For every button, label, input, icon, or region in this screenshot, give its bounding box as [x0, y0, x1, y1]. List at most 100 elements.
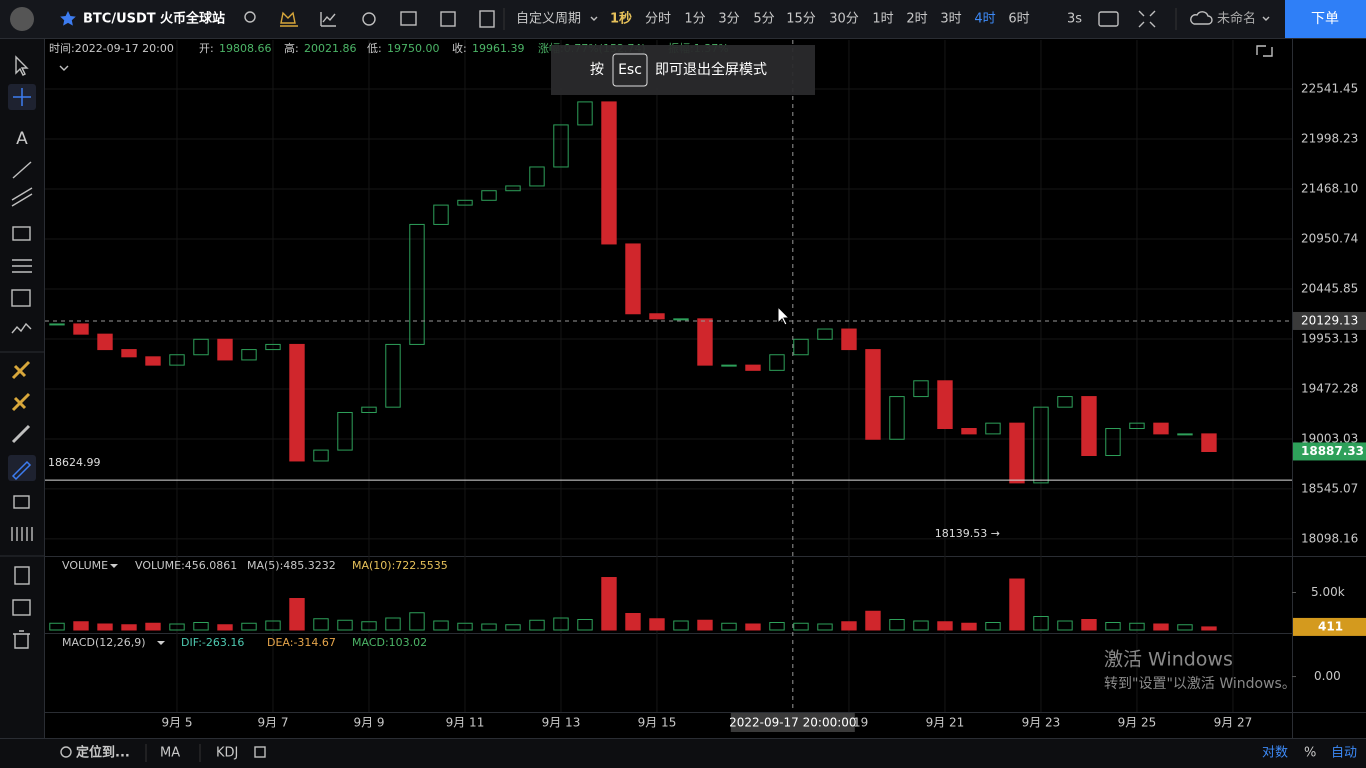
candle: [505, 185, 521, 192]
period-option[interactable]: 2时: [906, 12, 927, 27]
period-option[interactable]: 15分: [786, 12, 816, 27]
logo[interactable]: [10, 7, 34, 31]
percent-toggle[interactable]: %: [1304, 746, 1316, 761]
lock-tool[interactable]: [11, 392, 31, 412]
pattern-tool[interactable]: [11, 289, 31, 307]
volume-bar: [793, 622, 809, 631]
volume-bar: [1033, 616, 1049, 631]
volume-bar: [529, 619, 545, 631]
period-option[interactable]: 1分: [684, 12, 705, 27]
crosshair-tool[interactable]: [13, 88, 31, 106]
current-volume-label: 411: [1318, 619, 1343, 633]
candle: [937, 380, 953, 430]
candle: [481, 190, 497, 201]
period-option[interactable]: 6时: [1008, 12, 1029, 27]
magnet-tool[interactable]: [11, 360, 31, 380]
order-button-label[interactable]: 下单: [1311, 11, 1339, 27]
symbol[interactable]: BTC/USDT: [83, 12, 156, 27]
volume-ma10: MA(10):722.5535: [352, 559, 448, 572]
maximize-icon[interactable]: [1256, 45, 1273, 57]
volume-tick-label: 5.00k: [1311, 585, 1345, 599]
collapse-arrow[interactable]: [59, 65, 69, 71]
settings-icon[interactable]: [362, 12, 376, 26]
period-option[interactable]: 1秒: [610, 11, 632, 27]
candle: [865, 349, 881, 440]
indicator-ma[interactable]: MA: [160, 746, 180, 761]
volume-bar: [313, 618, 329, 631]
log-toggle[interactable]: 对数: [1262, 746, 1288, 761]
wave-tool[interactable]: [11, 322, 32, 334]
volume-bar: [217, 624, 233, 631]
info-time: 时间:2022-09-17 20:00: [49, 42, 174, 55]
crosshair-price-box: [1293, 311, 1366, 330]
low-marker: 18139.53 →: [935, 527, 1000, 540]
edit-tool[interactable]: [12, 599, 31, 616]
template-icon[interactable]: [400, 11, 417, 26]
text-tool[interactable]: A: [16, 129, 28, 149]
watermark-subtitle: 转到"设置"以激活 Windows。: [1104, 675, 1296, 692]
volume-name[interactable]: VOLUME: [62, 559, 108, 572]
shape-tool[interactable]: [12, 226, 31, 241]
auto-toggle[interactable]: 自动: [1331, 746, 1357, 761]
y-tick-label: 19472.28: [1301, 381, 1358, 395]
bookmark-tool[interactable]: [14, 566, 30, 585]
delete-tool[interactable]: [13, 630, 30, 649]
period-option[interactable]: 5分: [753, 12, 774, 27]
exchange[interactable]: 火币全球站: [160, 11, 225, 27]
volume-bar: [745, 623, 761, 631]
period-option[interactable]: 1时: [872, 12, 893, 27]
channel-tool[interactable]: [11, 187, 33, 207]
macd-value: MACD:103.02: [352, 636, 427, 649]
candle: [49, 323, 65, 326]
favorite-icon[interactable]: [60, 11, 76, 26]
layout-name[interactable]: 未命名: [1217, 11, 1256, 27]
ruler-tool[interactable]: [11, 424, 31, 444]
custom-period[interactable]: 自定义周期: [516, 12, 581, 27]
split-icon[interactable]: [479, 10, 495, 28]
fib-tool[interactable]: [12, 259, 32, 273]
volume-value: VOLUME:456.0861: [135, 559, 237, 572]
volume-ma5: MA(5):485.3232: [247, 559, 336, 572]
toast-prefix: 按: [590, 62, 604, 78]
watermark-title: 激活 Windows: [1104, 649, 1233, 671]
bars-tool[interactable]: [11, 527, 33, 541]
candle: [673, 318, 689, 321]
period-option[interactable]: 分时: [645, 12, 671, 27]
period-option[interactable]: 30分: [829, 12, 859, 27]
order-button[interactable]: [1285, 0, 1366, 38]
crosshair-time-box: [730, 713, 855, 732]
crown-icon[interactable]: [280, 11, 298, 27]
locate-button[interactable]: 定位到...: [75, 745, 130, 761]
candle: [289, 343, 305, 462]
macd-name[interactable]: MACD(12,26,9): [62, 636, 146, 649]
dropdown-arrow[interactable]: [110, 564, 118, 568]
line-tool[interactable]: [12, 161, 32, 179]
refresh-rate[interactable]: 3s: [1067, 12, 1082, 27]
candle: [793, 338, 809, 356]
current-volume-box: [1293, 617, 1366, 636]
dropdown-arrow[interactable]: [157, 641, 165, 645]
search-icon[interactable]: [244, 11, 256, 23]
period-option[interactable]: 4时: [974, 12, 995, 27]
cursor-tool[interactable]: [15, 55, 29, 76]
layout-icon[interactable]: [440, 11, 456, 27]
edit-indicator-icon[interactable]: [254, 746, 266, 758]
volume-bar: [577, 619, 593, 631]
cloud-icon[interactable]: [1190, 11, 1213, 25]
indicator-kdj[interactable]: KDJ: [216, 746, 238, 761]
camera-icon[interactable]: [1098, 11, 1119, 27]
indicator-icon[interactable]: [320, 12, 336, 27]
candle: [913, 380, 929, 398]
info-close: 19961.39: [472, 42, 525, 55]
locate-icon[interactable]: [60, 746, 72, 758]
brush-tool[interactable]: [11, 460, 32, 481]
hide-tool[interactable]: [13, 495, 30, 509]
toast-message: 即可退出全屏模式: [655, 61, 767, 78]
volume-bar: [241, 622, 257, 631]
volume-bar: [1201, 626, 1217, 631]
period-option[interactable]: 3时: [940, 12, 961, 27]
period-option[interactable]: 3分: [718, 12, 739, 27]
fullscreen-icon[interactable]: [1138, 10, 1156, 28]
